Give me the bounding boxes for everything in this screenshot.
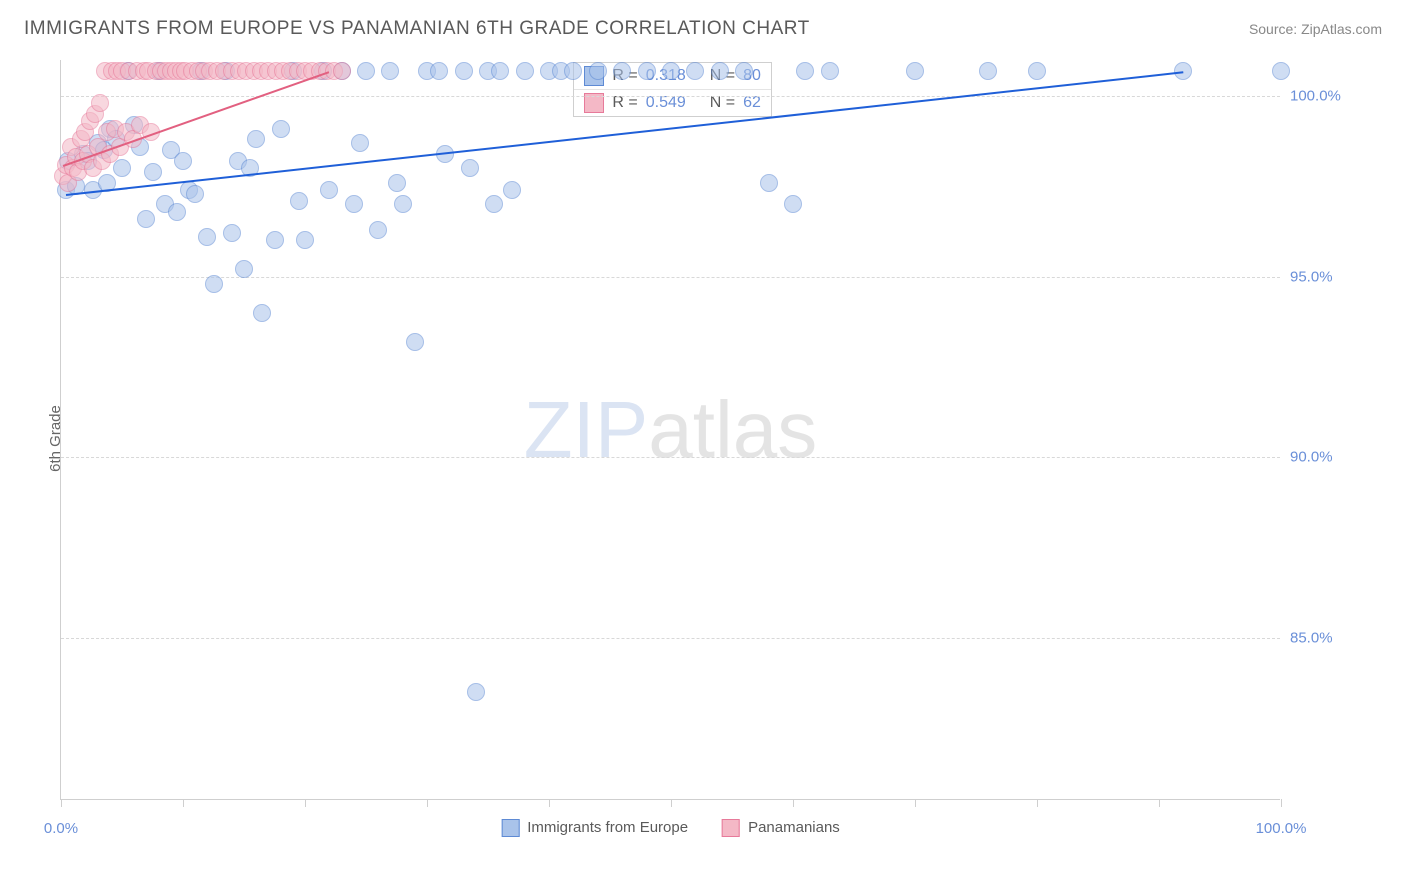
- gridline: [61, 96, 1280, 97]
- data-point: [381, 62, 399, 80]
- data-point: [979, 62, 997, 80]
- data-point: [735, 62, 753, 80]
- x-tick: [671, 799, 672, 807]
- data-point: [1272, 62, 1290, 80]
- data-point: [345, 195, 363, 213]
- y-tick-label: 85.0%: [1290, 629, 1370, 646]
- data-point: [796, 62, 814, 80]
- data-point: [388, 174, 406, 192]
- watermark-zip: ZIP: [524, 385, 648, 474]
- data-point: [198, 228, 216, 246]
- data-point: [485, 195, 503, 213]
- data-point: [613, 62, 631, 80]
- legend-label-panamanians: Panamanians: [748, 819, 840, 836]
- data-point: [247, 130, 265, 148]
- data-point: [467, 683, 485, 701]
- x-tick: [915, 799, 916, 807]
- y-tick-label: 95.0%: [1290, 268, 1370, 285]
- data-point: [760, 174, 778, 192]
- x-tick: [1159, 799, 1160, 807]
- chart-header: IMMIGRANTS FROM EUROPE VS PANAMANIAN 6TH…: [24, 18, 1382, 40]
- y-tick-label: 90.0%: [1290, 449, 1370, 466]
- data-point: [205, 275, 223, 293]
- data-point: [351, 134, 369, 152]
- data-point: [455, 62, 473, 80]
- x-tick: [183, 799, 184, 807]
- data-point: [137, 210, 155, 228]
- x-tick-label: 0.0%: [44, 820, 78, 837]
- swatch-europe-icon: [501, 819, 519, 837]
- data-point: [589, 62, 607, 80]
- legend-bottom: Immigrants from Europe Panamanians: [501, 819, 840, 837]
- x-tick: [1037, 799, 1038, 807]
- legend-item-panamanians: Panamanians: [722, 819, 840, 837]
- data-point: [430, 62, 448, 80]
- swatch-panamanians-icon: [722, 819, 740, 837]
- legend-label-europe: Immigrants from Europe: [527, 819, 688, 836]
- x-tick-label: 100.0%: [1256, 820, 1307, 837]
- x-tick: [549, 799, 550, 807]
- data-point: [711, 62, 729, 80]
- x-tick: [305, 799, 306, 807]
- correlation-row-panamanians: R = 0.549 N = 62: [574, 89, 771, 116]
- x-tick: [793, 799, 794, 807]
- gridline: [61, 457, 1280, 458]
- data-point: [296, 231, 314, 249]
- data-point: [266, 231, 284, 249]
- data-point: [290, 192, 308, 210]
- data-point: [686, 62, 704, 80]
- source-attribution: Source: ZipAtlas.com: [1249, 21, 1382, 37]
- watermark-atlas: atlas: [648, 385, 817, 474]
- x-tick: [1281, 799, 1282, 807]
- gridline: [61, 638, 1280, 639]
- data-point: [662, 62, 680, 80]
- data-point: [168, 203, 186, 221]
- legend-item-europe: Immigrants from Europe: [501, 819, 688, 837]
- x-tick: [61, 799, 62, 807]
- data-point: [406, 333, 424, 351]
- data-point: [503, 181, 521, 199]
- data-point: [821, 62, 839, 80]
- data-point: [113, 159, 131, 177]
- trend-line: [63, 71, 330, 167]
- data-point: [144, 163, 162, 181]
- data-point: [491, 62, 509, 80]
- chart-title: IMMIGRANTS FROM EUROPE VS PANAMANIAN 6TH…: [24, 18, 810, 40]
- x-tick: [427, 799, 428, 807]
- data-point: [906, 62, 924, 80]
- data-point: [174, 152, 192, 170]
- data-point: [253, 304, 271, 322]
- data-point: [357, 62, 375, 80]
- data-point: [394, 195, 412, 213]
- data-point: [1028, 62, 1046, 80]
- data-point: [272, 120, 290, 138]
- data-point: [516, 62, 534, 80]
- data-point: [333, 62, 351, 80]
- data-point: [369, 221, 387, 239]
- plot-area: ZIPatlas R = 0.318 N = 80 R = 0.549 N = …: [60, 60, 1280, 800]
- y-tick-label: 100.0%: [1290, 88, 1370, 105]
- data-point: [235, 260, 253, 278]
- watermark: ZIPatlas: [524, 384, 817, 476]
- data-point: [320, 181, 338, 199]
- data-point: [638, 62, 656, 80]
- data-point: [223, 224, 241, 242]
- data-point: [91, 94, 109, 112]
- data-point: [564, 62, 582, 80]
- data-point: [784, 195, 802, 213]
- data-point: [186, 185, 204, 203]
- data-point: [461, 159, 479, 177]
